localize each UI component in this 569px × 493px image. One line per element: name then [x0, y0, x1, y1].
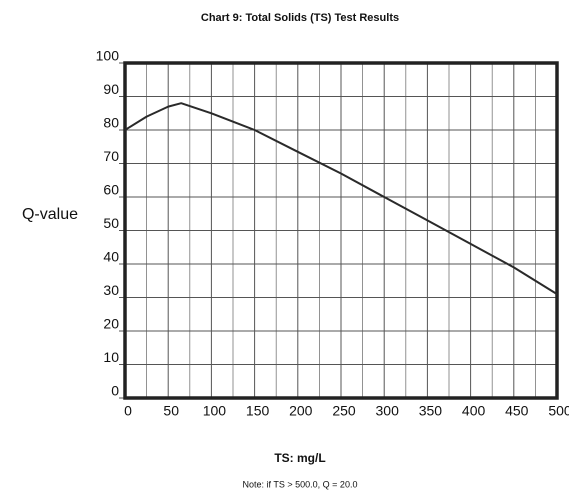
x-tick-label: 250 [332, 403, 356, 419]
y-tick-label: 100 [96, 48, 120, 64]
x-tick-label: 350 [419, 403, 443, 419]
y-tick-label: 80 [103, 115, 119, 131]
y-tick-label: 90 [103, 81, 119, 97]
y-tick-label: 30 [103, 282, 119, 298]
y-tick-label: 70 [103, 148, 119, 164]
y-tick-label: 60 [103, 182, 119, 198]
y-tick-label: 0 [111, 383, 119, 399]
x-tick-label: 450 [505, 403, 529, 419]
y-tick-label: 50 [103, 215, 119, 231]
note: Note: if TS > 500.0, Q = 20.0 [243, 479, 358, 489]
chart-title: Chart 9: Total Solids (TS) Test Results [201, 12, 399, 24]
chart: Chart 9: Total Solids (TS) Test Results … [0, 0, 569, 493]
x-tick-label: 200 [289, 403, 313, 419]
x-tick-label: 150 [246, 403, 270, 419]
x-tick-label: 500 [548, 403, 569, 419]
y-tick-label: 40 [103, 249, 119, 265]
y-tick-label: 20 [103, 316, 119, 332]
x-tick-label: 100 [203, 403, 227, 419]
y-axis-label: Q-value [22, 206, 78, 223]
x-tick-label: 50 [163, 403, 179, 419]
x-tick-label: 0 [124, 403, 132, 419]
x-axis-label: TS: mg/L [274, 451, 325, 465]
y-tick-label: 10 [103, 349, 119, 365]
x-tick-label: 300 [376, 403, 400, 419]
x-tick-label: 400 [462, 403, 486, 419]
